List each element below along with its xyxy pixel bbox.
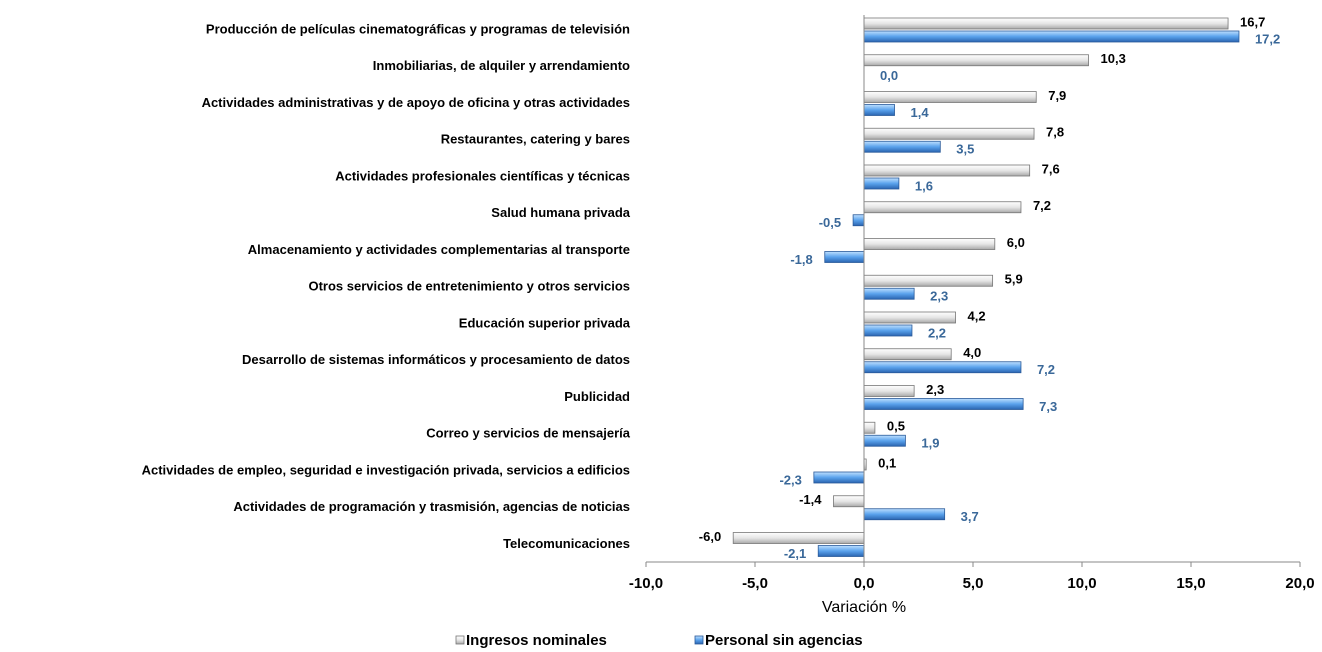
bar xyxy=(833,495,865,508)
legend-label: Personal sin agencias xyxy=(705,632,863,649)
value-label: 6,0 xyxy=(1007,235,1025,250)
bar xyxy=(863,127,1035,140)
bar xyxy=(863,238,996,250)
value-label: 10,3 xyxy=(1101,51,1126,66)
bar xyxy=(863,30,1240,43)
bar xyxy=(863,91,1037,103)
value-label: 2,2 xyxy=(928,325,946,340)
bar xyxy=(813,471,865,484)
value-label: -2,1 xyxy=(784,546,806,561)
x-axis-label: Variación % xyxy=(822,599,906,616)
bar xyxy=(863,17,1229,30)
x-tick-label: -5,0 xyxy=(742,575,768,592)
value-label: 7,2 xyxy=(1037,362,1055,377)
value-label: -0,5 xyxy=(819,215,841,230)
category-label: Desarrollo de sistemas informáticos y pr… xyxy=(242,352,630,367)
bar xyxy=(863,104,895,116)
value-label: 4,2 xyxy=(968,308,986,323)
bar xyxy=(863,398,1024,410)
category-label: Otros servicios de entretenimiento y otr… xyxy=(308,279,630,294)
bar xyxy=(863,274,994,287)
value-label: 1,6 xyxy=(915,178,933,193)
value-label: -6,0 xyxy=(699,529,721,544)
category-label: Actividades administrativas y de apoyo d… xyxy=(202,95,630,110)
x-tick-label: 20,0 xyxy=(1285,575,1314,592)
category-label: Inmobiliarias, de alquiler y arrendamien… xyxy=(373,58,630,73)
bar xyxy=(732,532,865,544)
x-tick-label: 5,0 xyxy=(963,575,984,592)
legend-swatch xyxy=(694,635,704,645)
value-label: 0,5 xyxy=(887,419,905,434)
bar xyxy=(863,140,941,153)
legend-label: Ingresos nominales xyxy=(466,632,607,649)
value-label: 7,9 xyxy=(1048,88,1066,103)
bar xyxy=(824,251,865,263)
x-tick-label: 15,0 xyxy=(1176,575,1205,592)
value-label: 7,2 xyxy=(1033,198,1051,213)
category-label: Educación superior privada xyxy=(459,315,631,330)
bar xyxy=(817,545,865,557)
x-tick-label: 0,0 xyxy=(854,575,875,592)
bar xyxy=(863,385,915,397)
value-label: 1,4 xyxy=(911,105,930,120)
value-label: 3,5 xyxy=(956,142,974,157)
x-tick-label: 10,0 xyxy=(1067,575,1096,592)
bar xyxy=(863,164,1031,177)
value-label: 5,9 xyxy=(1005,272,1023,287)
bar xyxy=(863,434,906,447)
value-label: -2,3 xyxy=(779,472,801,487)
bar xyxy=(863,508,946,521)
value-label: 7,8 xyxy=(1046,125,1064,140)
bar xyxy=(863,311,956,324)
value-label: 1,9 xyxy=(921,436,939,451)
value-label: 16,7 xyxy=(1240,14,1265,29)
value-label: -1,8 xyxy=(790,252,812,267)
category-label: Actividades de empleo, seguridad e inves… xyxy=(142,462,630,477)
category-label: Almacenamiento y actividades complementa… xyxy=(248,242,630,257)
value-label: 2,3 xyxy=(926,382,944,397)
category-label: Actividades profesionales científicas y … xyxy=(335,168,630,183)
value-label: 0,1 xyxy=(878,455,896,470)
value-label: 7,3 xyxy=(1039,399,1057,414)
value-label: 3,7 xyxy=(961,509,979,524)
bar xyxy=(863,201,1022,214)
value-label: 4,0 xyxy=(963,345,981,360)
bar xyxy=(863,348,952,361)
category-label: Producción de películas cinematográficas… xyxy=(206,21,630,36)
value-label: 0,0 xyxy=(880,68,898,83)
value-label: 7,6 xyxy=(1042,161,1060,176)
category-label: Salud humana privada xyxy=(491,205,630,220)
category-label: Publicidad xyxy=(564,389,630,404)
bar xyxy=(863,287,915,300)
value-label: 17,2 xyxy=(1255,31,1280,46)
category-label: Correo y servicios de mensajería xyxy=(426,426,631,441)
bar xyxy=(863,421,876,434)
category-label: Restaurantes, catering y bares xyxy=(441,132,630,147)
bar xyxy=(863,54,1089,67)
bar xyxy=(863,361,1022,374)
value-label: 2,3 xyxy=(930,289,948,304)
x-tick-label: -10,0 xyxy=(629,575,663,592)
bar xyxy=(863,324,913,337)
category-label: Actividades de programación y trasmisión… xyxy=(233,499,630,514)
category-label: Telecomunicaciones xyxy=(503,536,630,551)
value-label: -1,4 xyxy=(799,492,822,507)
bar xyxy=(852,214,865,227)
bar xyxy=(863,177,900,190)
legend-swatch xyxy=(455,635,465,645)
